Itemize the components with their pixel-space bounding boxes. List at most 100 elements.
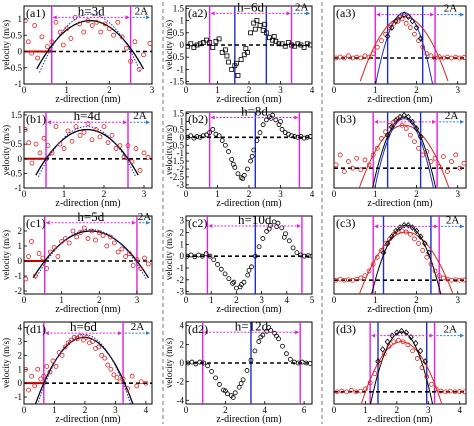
data-point bbox=[412, 139, 417, 145]
data-point bbox=[219, 138, 225, 143]
data-point bbox=[36, 251, 42, 256]
data-point bbox=[405, 13, 411, 21]
data-point bbox=[362, 53, 368, 59]
y-tick-label: 2 bbox=[180, 228, 185, 238]
data-point bbox=[68, 337, 74, 343]
data-point bbox=[260, 122, 266, 128]
plot-area bbox=[334, 112, 466, 188]
data-point bbox=[235, 73, 241, 78]
data-point bbox=[114, 375, 120, 380]
x-tick-label: 3 bbox=[278, 189, 283, 199]
data-point bbox=[374, 145, 380, 151]
fit-curve bbox=[39, 13, 142, 73]
y-tick-label: 1.5 bbox=[173, 109, 185, 119]
x-tick-label: 2 bbox=[414, 85, 419, 95]
data-point bbox=[424, 149, 430, 155]
y-tick-label: 1 bbox=[18, 241, 23, 251]
data-point bbox=[429, 381, 434, 387]
data-point bbox=[240, 377, 246, 383]
data-point bbox=[85, 121, 91, 127]
data-point bbox=[111, 372, 117, 378]
x-tick-label: 2 bbox=[234, 295, 239, 305]
data-point bbox=[401, 221, 407, 229]
data-point bbox=[337, 276, 343, 282]
data-point bbox=[449, 159, 454, 164]
data-point bbox=[353, 389, 359, 395]
data-point bbox=[387, 25, 393, 31]
data-point bbox=[447, 388, 453, 394]
data-point bbox=[256, 244, 262, 250]
data-point bbox=[89, 23, 95, 28]
data-point bbox=[130, 263, 136, 268]
data-point bbox=[412, 236, 417, 242]
data-point bbox=[232, 63, 238, 69]
y-tick-label: 0 bbox=[18, 378, 23, 388]
data-point bbox=[348, 387, 354, 393]
data-point bbox=[257, 130, 263, 135]
data-point bbox=[105, 362, 111, 368]
x-tick-label: 0 bbox=[332, 189, 337, 199]
x-tick-label: 1 bbox=[363, 405, 368, 415]
plot-area bbox=[334, 216, 466, 294]
data-point bbox=[375, 358, 381, 365]
data-point bbox=[230, 395, 236, 400]
data-point bbox=[119, 34, 125, 40]
y-tick-label: -1.5 bbox=[170, 77, 185, 87]
data-point bbox=[252, 348, 258, 354]
y-tick-label: 0.5 bbox=[11, 139, 23, 149]
data-point bbox=[111, 32, 116, 38]
panel-d1: h=6d 2A (d1) 0 1 2 3 4 -1 0 1 2 3 4 z-direction (nm) ve… bbox=[1, 319, 153, 425]
data-point bbox=[243, 46, 249, 52]
data-point bbox=[252, 253, 258, 259]
data-point bbox=[379, 38, 384, 44]
data-point bbox=[81, 29, 87, 35]
h-arrowhead-right bbox=[125, 15, 130, 20]
data-point bbox=[393, 117, 399, 124]
data-point bbox=[49, 150, 55, 156]
h-arrowhead-right bbox=[131, 220, 136, 225]
data-point bbox=[420, 152, 426, 158]
h-arrowhead-right bbox=[286, 11, 291, 16]
data-point bbox=[304, 41, 310, 47]
data-point bbox=[395, 18, 401, 24]
data-point bbox=[213, 38, 219, 44]
data-point bbox=[248, 357, 254, 363]
data-point bbox=[133, 146, 139, 151]
h-label: h=4d bbox=[74, 108, 101, 123]
data-point bbox=[420, 248, 426, 253]
panel-b3: 2A (b3) 0 1 2 3 z-direction (nm) bbox=[332, 110, 467, 209]
data-point bbox=[286, 238, 292, 244]
x-tick-label: 0 bbox=[332, 85, 337, 95]
data-point bbox=[346, 159, 351, 164]
y-tick-label: -0.5 bbox=[8, 168, 23, 178]
data-point bbox=[461, 277, 466, 283]
h-arrowhead-left bbox=[376, 12, 381, 17]
data-point bbox=[26, 254, 31, 259]
panel-label: (d3) bbox=[336, 322, 356, 336]
x-axis-label: z-direction (nm) bbox=[367, 94, 432, 105]
x-tick-label: 2 bbox=[83, 405, 88, 415]
data-point bbox=[51, 245, 57, 250]
data-point bbox=[426, 249, 432, 256]
a-arrowhead bbox=[146, 331, 150, 336]
data-point bbox=[44, 266, 49, 271]
panel-label: (b3) bbox=[336, 112, 356, 126]
data-point bbox=[417, 133, 424, 141]
data-point bbox=[145, 261, 151, 267]
a-label: 2A bbox=[446, 214, 460, 226]
data-point bbox=[85, 236, 91, 241]
data-point bbox=[252, 26, 258, 32]
data-point bbox=[389, 24, 395, 31]
x-tick-label: 1 bbox=[62, 189, 67, 199]
data-point bbox=[366, 162, 372, 168]
y-tick-label: 2 bbox=[18, 226, 23, 236]
data-point bbox=[141, 150, 147, 156]
data-point bbox=[358, 275, 364, 281]
x-tick-label: 3 bbox=[456, 85, 461, 95]
data-point bbox=[25, 39, 31, 45]
data-point bbox=[62, 344, 68, 350]
data-point bbox=[104, 243, 110, 249]
data-point bbox=[209, 368, 214, 374]
